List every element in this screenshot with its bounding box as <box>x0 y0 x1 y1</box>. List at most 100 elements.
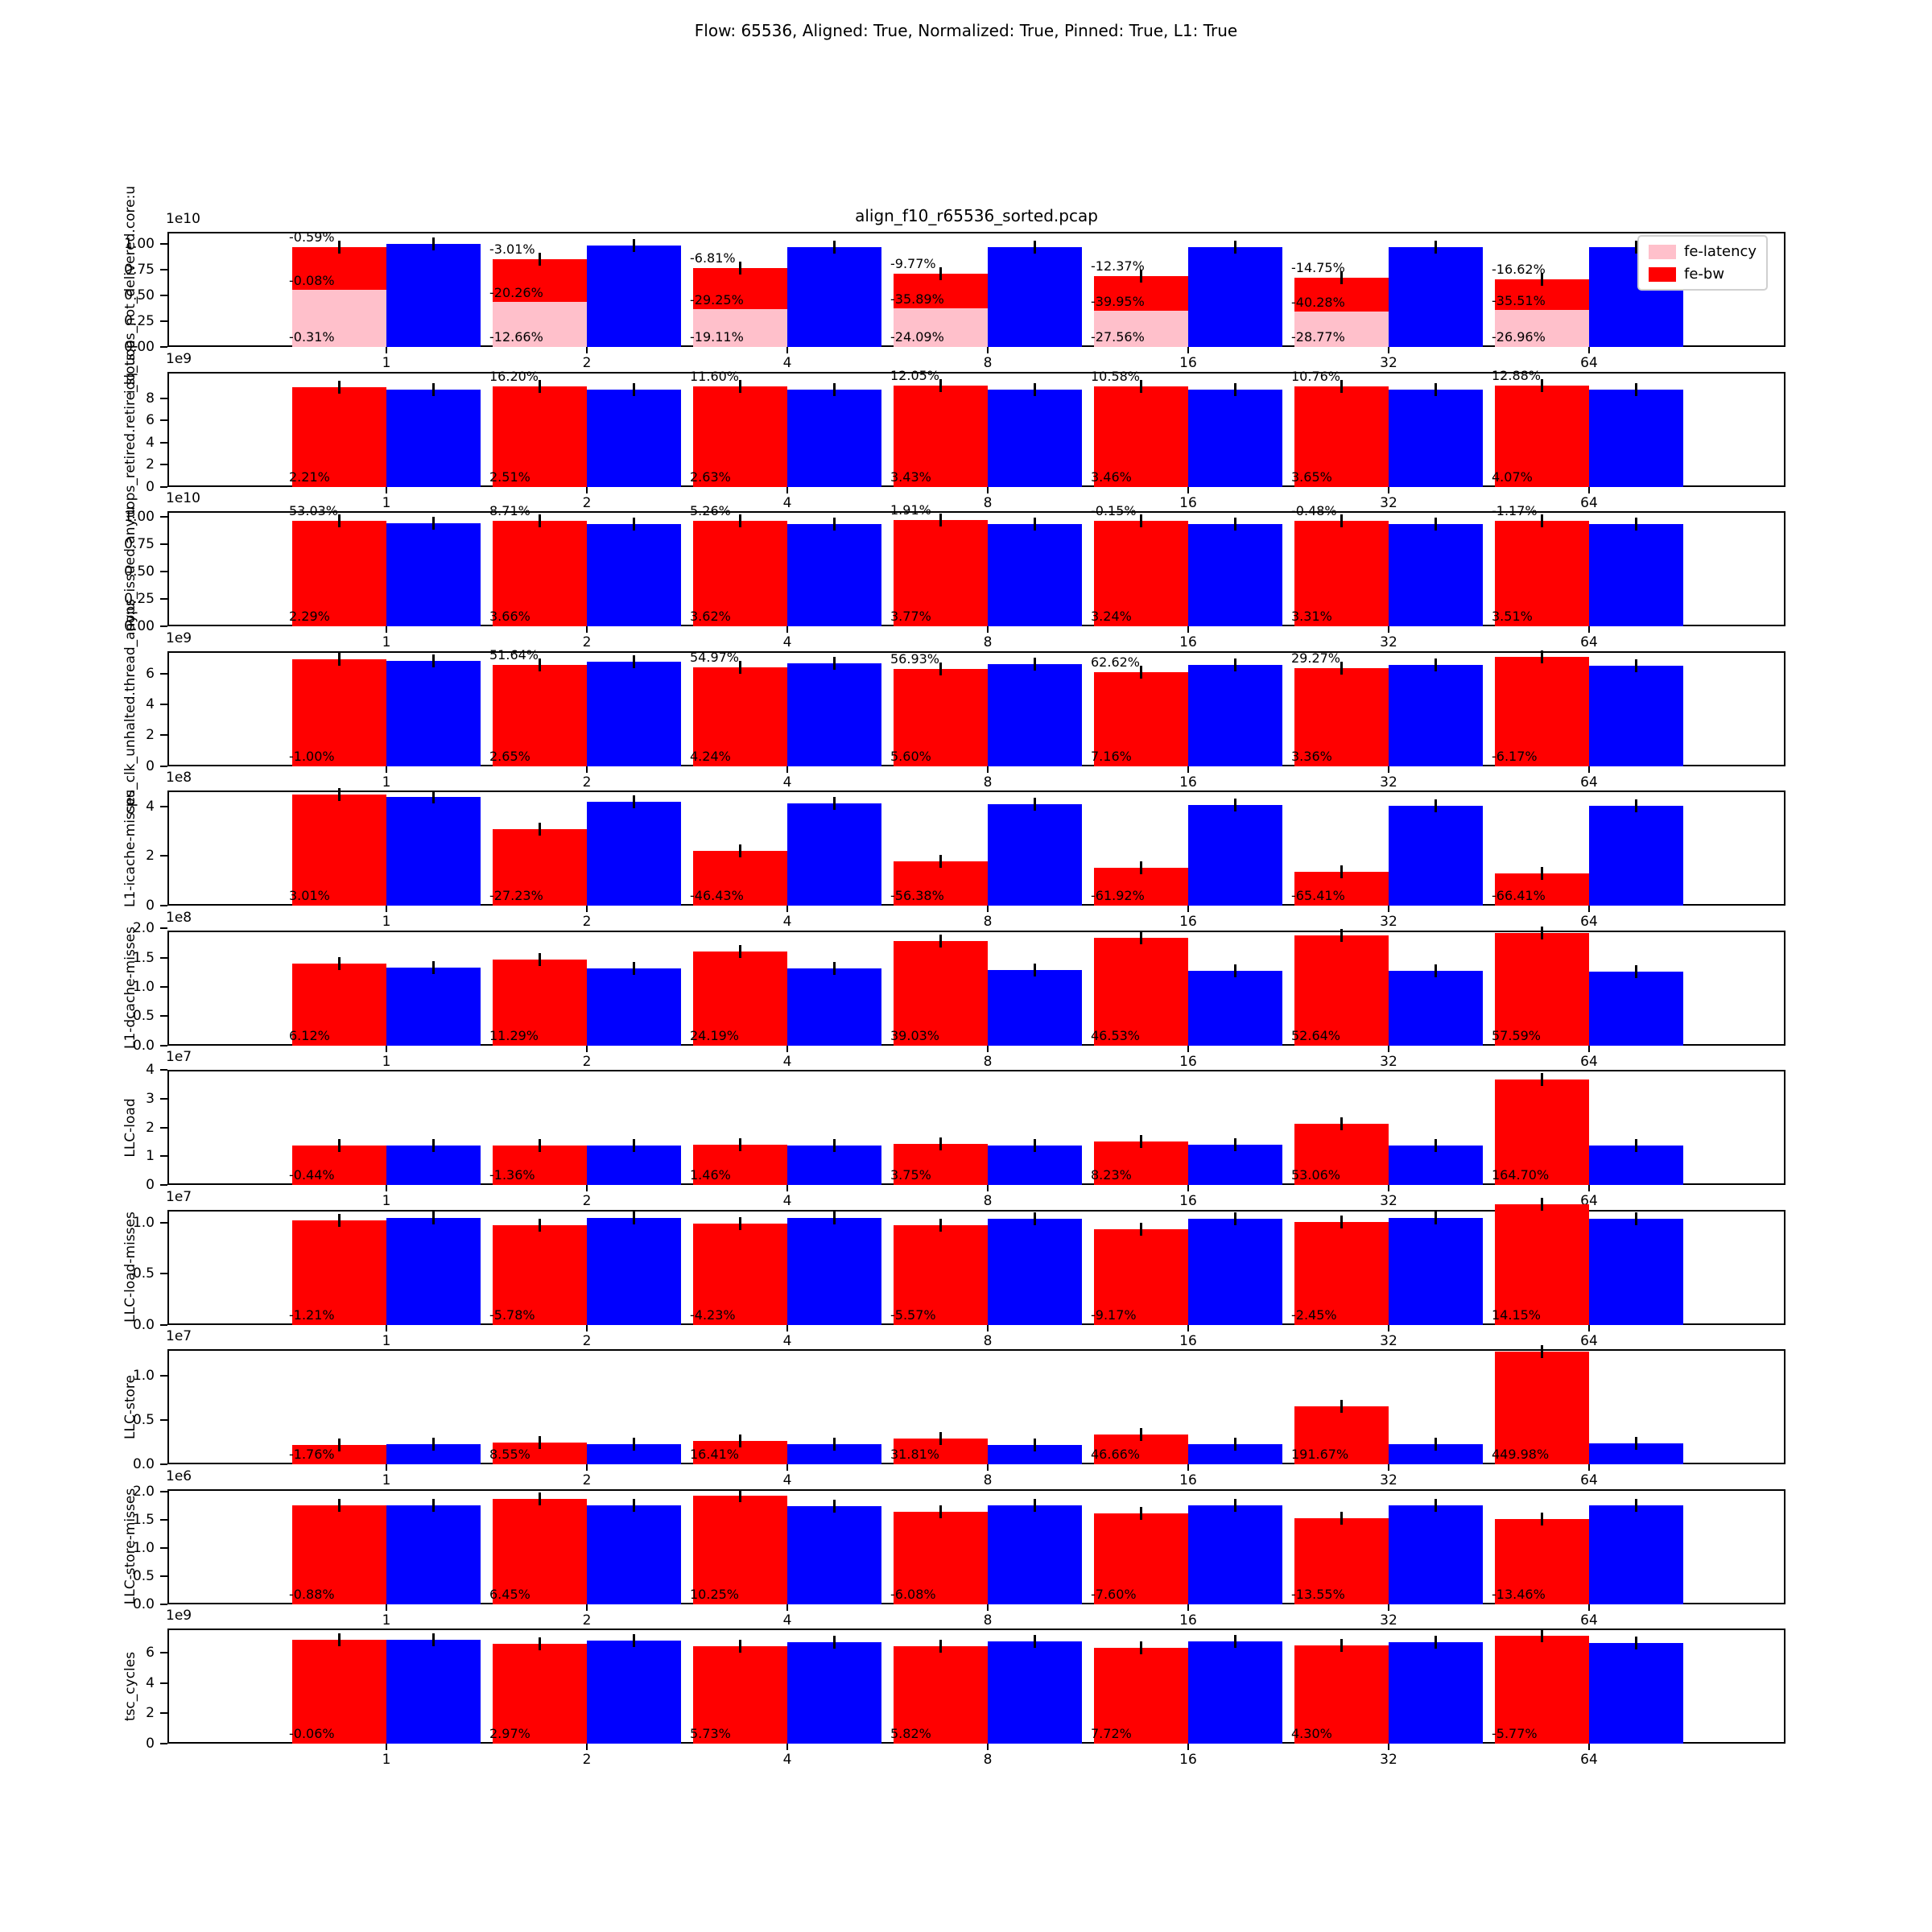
error-bar <box>1034 1212 1036 1225</box>
fe-bw-bar <box>1294 1222 1389 1325</box>
y-tick-mark <box>160 927 167 930</box>
x-tick-label: 64 <box>1580 1612 1598 1629</box>
annotation-bottom: -26.96% <box>1492 329 1546 345</box>
fe-bw-bar <box>493 1499 587 1604</box>
error-bar <box>338 241 341 254</box>
error-bar <box>1140 931 1142 944</box>
x-tick-mark <box>386 1744 387 1750</box>
annotation-bottom: 53.06% <box>1291 1167 1341 1183</box>
x-tick-mark <box>1588 1045 1590 1052</box>
x-tick-label: 64 <box>1580 634 1598 650</box>
annotation-top: 12.05% <box>890 368 940 384</box>
fe-latency-bar <box>1294 311 1389 347</box>
x-tick-label: 4 <box>782 1053 792 1070</box>
x-tick-mark <box>586 766 588 773</box>
error-bar <box>1635 799 1637 813</box>
error-bar <box>1340 1216 1343 1229</box>
axis-scale-offset: 1e8 <box>166 770 192 786</box>
x-tick-mark <box>987 1045 989 1052</box>
baseline-bar <box>787 803 881 906</box>
y-tick-mark <box>160 704 167 706</box>
annotation-bottom: 31.81% <box>890 1447 940 1462</box>
x-tick-label: 2 <box>582 1193 592 1209</box>
fe-bw-bar <box>292 659 386 766</box>
error-bar <box>1541 1197 1543 1211</box>
x-tick-label: 32 <box>1380 494 1397 511</box>
y-tick-label: 0.5 <box>132 1265 155 1282</box>
x-tick-label: 4 <box>782 634 792 650</box>
fe-bw-bar <box>493 1146 587 1185</box>
subplot-idq_uops_not_delivered.core:u: idq_uops_not_delivered.core:u 1e10 0.00 0.2… <box>122 185 1785 394</box>
error-bar <box>1340 1638 1343 1652</box>
annotation-top: 53.03% <box>289 503 339 518</box>
subplot-tsc_cycles: tsc_cycles 1e9 0 2 4 6 1 -0.06% 2 2.97% 4 5.73% 8 5.8… <box>122 1608 1785 1768</box>
error-bar <box>1541 379 1543 393</box>
annotation-bottom: 7.16% <box>1091 748 1132 764</box>
error-bar <box>1140 861 1142 874</box>
error-bar <box>1034 797 1036 811</box>
x-tick-mark <box>786 1464 788 1471</box>
y-tick-label: 0 <box>146 1177 155 1193</box>
error-bar <box>833 1635 836 1649</box>
x-tick-mark <box>987 1744 989 1750</box>
error-bar <box>833 518 836 531</box>
x-tick-mark <box>786 486 788 493</box>
x-tick-mark <box>786 1744 788 1750</box>
subplot-uops_retired.retire_slots:u: uops_retired.retire_slots:u 1e9 0 2 4 6 8 1 2.21… <box>122 340 1785 518</box>
y-tick-label: 0 <box>146 898 155 914</box>
baseline-bar <box>1389 390 1483 487</box>
x-tick-label: 64 <box>1580 355 1598 371</box>
y-tick-mark <box>160 956 167 959</box>
error-bar <box>1435 1212 1437 1225</box>
y-tick-label: 2 <box>146 727 155 744</box>
x-tick-label: 32 <box>1380 1472 1397 1488</box>
annotation-bottom: -6.08% <box>890 1586 936 1602</box>
y-tick-mark <box>160 985 167 988</box>
fe-bw-bar <box>1495 520 1589 626</box>
x-tick-label: 16 <box>1179 1612 1197 1629</box>
fe-bw-bar <box>894 1512 988 1604</box>
error-bar <box>939 379 942 393</box>
error-bar <box>633 1634 635 1648</box>
baseline-bar <box>587 802 681 906</box>
fe-bw-bar <box>693 386 787 487</box>
error-bar <box>939 663 942 676</box>
annotation-bottom: -6.17% <box>1492 748 1538 764</box>
fe-bw-bar <box>493 829 587 906</box>
y-tick-mark <box>160 1044 167 1046</box>
x-tick-mark <box>1588 347 1590 353</box>
y-tick-label: 1.5 <box>132 1511 155 1528</box>
fe-bw-bar <box>292 1220 386 1325</box>
error-bar <box>939 266 942 280</box>
annotation-top: 54.97% <box>690 650 740 666</box>
y-tick-label: 0.0 <box>132 1037 155 1054</box>
annotation-bottom: 3.75% <box>890 1167 931 1183</box>
y-tick-mark <box>160 515 167 518</box>
x-tick-label: 1 <box>382 1053 391 1070</box>
axis-scale-offset: 1e6 <box>166 1468 192 1484</box>
fe-bw-bar <box>493 1643 587 1744</box>
error-bar <box>739 661 741 675</box>
error-bar <box>539 1139 541 1153</box>
baseline-bar <box>1589 524 1683 626</box>
annotation-top: 16.20% <box>489 369 539 385</box>
y-tick-mark <box>160 1155 167 1158</box>
x-tick-label: 32 <box>1380 1612 1397 1629</box>
annotation-bottom: 16.41% <box>690 1447 740 1462</box>
baseline-bar <box>386 967 481 1046</box>
y-tick-label: 0.5 <box>132 1008 155 1025</box>
baseline-bar <box>386 1640 481 1744</box>
x-tick-mark <box>1388 626 1389 633</box>
error-bar <box>1435 383 1437 397</box>
x-tick-label: 1 <box>382 1752 391 1768</box>
fe-bw-bar <box>1094 520 1188 626</box>
x-tick-mark <box>586 1045 588 1052</box>
annotation-bottom: -13.55% <box>1291 1586 1345 1602</box>
y-tick-mark <box>160 1682 167 1684</box>
error-bar <box>739 945 741 959</box>
annotation-mid: -35.51% <box>1492 293 1546 309</box>
x-tick-label: 8 <box>983 1053 993 1070</box>
baseline-bar <box>1188 970 1282 1046</box>
x-tick-label: 64 <box>1580 1053 1598 1070</box>
y-tick-label: 0.25 <box>124 590 155 607</box>
